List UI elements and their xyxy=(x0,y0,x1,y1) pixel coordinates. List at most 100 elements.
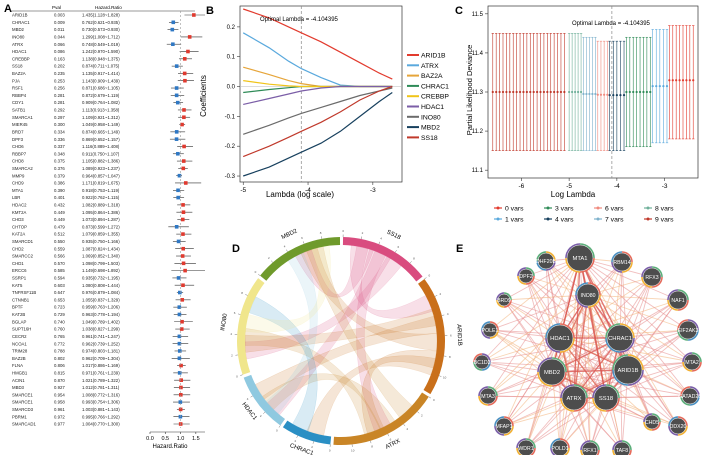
forest-point xyxy=(181,166,186,171)
chord-tick-label: 6 xyxy=(390,437,392,441)
forest-point xyxy=(177,334,182,339)
forest-pval-label: 0.386 xyxy=(54,181,65,186)
chord-tick-label: 0 xyxy=(236,375,238,379)
forest-hr-label: 1.138(0.948~1.375) xyxy=(82,56,120,61)
forest-hr-label: 0.971(0.761~1.239) xyxy=(82,370,120,375)
network-node-label: RFX3 xyxy=(645,275,658,281)
cv-mean-point xyxy=(579,90,583,94)
forest-gene-label: INO80 xyxy=(12,35,25,40)
forest-point xyxy=(177,305,182,309)
chord-tick xyxy=(237,313,241,315)
cv-mean-point xyxy=(576,90,580,94)
network-node-label: MTA1 xyxy=(572,256,587,262)
forest-hr-label: 1.105(0.882~1.386) xyxy=(82,159,120,164)
chord-link xyxy=(245,245,331,333)
forest-hr-label: 1.087(0.824~1.434) xyxy=(82,246,120,251)
lasso-legend-label: ARID1B xyxy=(421,53,446,60)
lasso-legend-label: CHRAC1 xyxy=(421,83,449,90)
forest-pval-label: 0.235 xyxy=(54,71,65,76)
cv-mean-point xyxy=(549,90,552,94)
network-node xyxy=(518,268,534,284)
cv-mean-point xyxy=(585,92,588,96)
cv-x-tick-label: -3 xyxy=(662,183,668,190)
forest-hr-label: 0.995(0.766~1.292) xyxy=(82,414,120,419)
forest-point xyxy=(171,42,175,47)
forest-pval-label: 0.559 xyxy=(54,246,65,251)
forest-hr-label: 0.935(0.732~1.195) xyxy=(82,276,120,281)
forest-point xyxy=(176,195,180,200)
lasso-legend-label: CREBBP xyxy=(421,94,449,101)
chord-tick xyxy=(250,395,253,398)
forest-gene-label: SMARCE1 xyxy=(12,400,33,405)
cv-legend-label: 0 vars xyxy=(505,205,524,212)
forest-x-label: Hazard.Ratio xyxy=(152,444,188,450)
forest-pval-label: 0.300 xyxy=(54,122,65,127)
cv-mean-point xyxy=(518,90,522,94)
cv-legend-marker xyxy=(646,206,650,210)
forest-point xyxy=(179,327,184,331)
chord-tick xyxy=(378,241,380,245)
cv-mean-point xyxy=(606,93,609,96)
network-node xyxy=(642,267,662,287)
chord-tick-label: 2 xyxy=(440,292,442,296)
chord-sector-label: SS18 xyxy=(386,229,402,241)
forest-hr-label: 0.962(0.739~1.252) xyxy=(82,341,120,346)
forest-pval-label: 0.086 xyxy=(54,49,65,54)
forest-pval-label: 0.772 xyxy=(54,341,65,346)
forest-hr-label: 0.911(0.750~1.107) xyxy=(82,151,120,156)
chord-sector-arc xyxy=(333,392,429,445)
forest-point xyxy=(177,341,182,346)
lasso-x-label: Lambda (log scale) xyxy=(266,190,334,199)
chord-sector-arc xyxy=(243,374,286,426)
chord-tick xyxy=(395,250,397,253)
forest-pval-label: 0.336 xyxy=(54,137,65,142)
chord-tick-label: 0 xyxy=(329,448,331,452)
forest-point xyxy=(174,130,179,134)
cv-x-tick-label: -6 xyxy=(519,183,525,190)
cv-mean-point xyxy=(501,90,505,94)
cv-mean-point xyxy=(546,90,549,94)
network-edge xyxy=(579,257,689,331)
forest-pval-label: 0.348 xyxy=(54,151,65,156)
forest-pval-label: 0.729 xyxy=(54,312,65,317)
forest-gene-label: KAT5 xyxy=(12,283,23,288)
network-node xyxy=(546,324,574,352)
forest-pval-label: 0.044 xyxy=(54,35,65,40)
forest-hr-label: 0.873(0.599~1.272) xyxy=(82,224,120,229)
cv-mean-point xyxy=(591,92,594,96)
cv-mean-point xyxy=(658,85,661,88)
cv-mean-point xyxy=(638,90,642,94)
network-node xyxy=(683,353,701,371)
chord-link xyxy=(244,256,402,360)
chord-sector-arc xyxy=(418,278,445,395)
forest-pval-label: 0.961 xyxy=(54,407,65,412)
forest-gene-label: SMARCE1 xyxy=(12,392,33,397)
forest-hr-label: 0.961(0.741~1.247) xyxy=(82,334,120,339)
forest-point xyxy=(178,290,182,295)
cv-mean-point xyxy=(603,93,606,96)
network-edge xyxy=(579,257,691,397)
panel-c-cv-deviance: C -6 -5 -4 -3 11.1 11.2 11.3 11.4 11.5 Log Lambd… xyxy=(455,5,699,223)
forest-hr-label: 0.730(0.573~0.930) xyxy=(82,27,120,32)
forest-gene-label: RBBP7 xyxy=(12,151,27,156)
forest-point xyxy=(176,239,181,244)
lasso-series-line xyxy=(243,92,393,177)
forest-point xyxy=(176,151,180,156)
cv-mean-point xyxy=(622,94,626,97)
forest-gene-label: SMARCD1 xyxy=(12,239,34,244)
network-edge xyxy=(605,361,693,399)
forest-hr-label: 1.082(0.889~1.318) xyxy=(82,202,120,207)
forest-axis-tick-label: 0.5 xyxy=(161,436,169,442)
network-node-label: EIF2AK3 xyxy=(678,328,699,334)
lasso-series-line xyxy=(242,85,393,158)
network-node-label: MTA3 xyxy=(481,394,495,400)
cv-mean-point xyxy=(563,90,566,94)
network-node-label: WDR1 xyxy=(518,446,533,452)
forest-gene-label: MTA1 xyxy=(12,188,24,193)
forest-pval-label: 0.653 xyxy=(54,297,65,302)
forest-pval-label: 0.009 xyxy=(54,20,65,25)
forest-pval-label: 0.566 xyxy=(54,254,65,259)
forest-hr-label: 0.976(0.879~1.084) xyxy=(82,290,120,295)
forest-hr-label: 0.959(0.763~1.206) xyxy=(82,305,120,310)
cv-legend-label: 1 vars xyxy=(505,216,524,223)
